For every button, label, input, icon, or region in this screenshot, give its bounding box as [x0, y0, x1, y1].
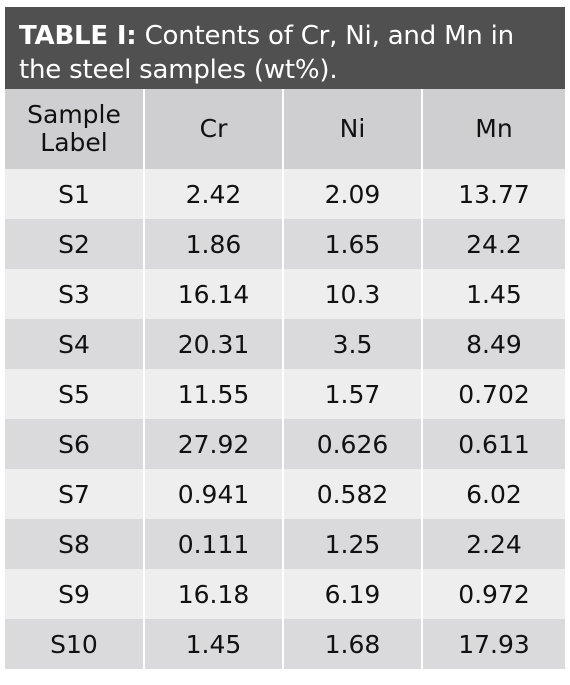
cell-ni: 0.582 — [282, 469, 423, 519]
table-row: S10 1.45 1.68 17.93 — [5, 619, 565, 669]
cell-sample: S4 — [5, 319, 145, 369]
cell-cr: 20.31 — [143, 319, 284, 369]
cell-ni: 3.5 — [282, 319, 423, 369]
table-row: S6 27.92 0.626 0.611 — [5, 419, 565, 469]
table-row: S8 0.111 1.25 2.24 — [5, 519, 565, 569]
table-row: S5 11.55 1.57 0.702 — [5, 369, 565, 419]
header-sample-label: Sample Label — [5, 89, 145, 169]
cell-sample: S10 — [5, 619, 145, 669]
cell-sample: S3 — [5, 269, 145, 319]
cell-mn: 1.45 — [421, 269, 565, 319]
table-title-prefix: TABLE I: — [19, 21, 137, 51]
cell-cr: 0.111 — [143, 519, 284, 569]
cell-mn: 24.2 — [421, 219, 565, 269]
data-table: Sample Label Cr Ni Mn S1 2.42 2.09 13.77 S2 1… — [5, 89, 565, 669]
cell-cr: 0.941 — [143, 469, 284, 519]
cell-sample: S1 — [5, 169, 145, 219]
header-mn: Mn — [421, 89, 565, 169]
cell-mn: 17.93 — [421, 619, 565, 669]
header-ni: Ni — [282, 89, 423, 169]
cell-sample: S2 — [5, 219, 145, 269]
cell-sample: S5 — [5, 369, 145, 419]
cell-sample: S9 — [5, 569, 145, 619]
cell-ni: 1.57 — [282, 369, 423, 419]
cell-sample: S6 — [5, 419, 145, 469]
cell-cr: 16.14 — [143, 269, 284, 319]
table-row: S9 16.18 6.19 0.972 — [5, 569, 565, 619]
cell-mn: 0.611 — [421, 419, 565, 469]
header-cr: Cr — [143, 89, 284, 169]
cell-sample: S7 — [5, 469, 145, 519]
table-row: S1 2.42 2.09 13.77 — [5, 169, 565, 219]
cell-cr: 16.18 — [143, 569, 284, 619]
cell-mn: 0.702 — [421, 369, 565, 419]
cell-mn: 6.02 — [421, 469, 565, 519]
table-header: Sample Label Cr Ni Mn — [5, 89, 565, 169]
table-row: S2 1.86 1.65 24.2 — [5, 219, 565, 269]
cell-ni: 10.3 — [282, 269, 423, 319]
cell-ni: 1.65 — [282, 219, 423, 269]
cell-ni: 2.09 — [282, 169, 423, 219]
cell-sample: S8 — [5, 519, 145, 569]
cell-ni: 1.68 — [282, 619, 423, 669]
cell-cr: 11.55 — [143, 369, 284, 419]
table-row: S3 16.14 10.3 1.45 — [5, 269, 565, 319]
cell-mn: 8.49 — [421, 319, 565, 369]
header-row: Sample Label Cr Ni Mn — [5, 89, 565, 169]
cell-mn: 13.77 — [421, 169, 565, 219]
cell-cr: 1.86 — [143, 219, 284, 269]
cell-mn: 0.972 — [421, 569, 565, 619]
cell-ni: 6.19 — [282, 569, 423, 619]
steel-contents-table: TABLE I: Contents of Cr, Ni, and Mn in t… — [5, 7, 565, 669]
table-body: S1 2.42 2.09 13.77 S2 1.86 1.65 24.2 S3 16.14 10.3… — [5, 169, 565, 669]
cell-cr: 27.92 — [143, 419, 284, 469]
table-row: S7 0.941 0.582 6.02 — [5, 469, 565, 519]
table-row: S4 20.31 3.5 8.49 — [5, 319, 565, 369]
cell-ni: 1.25 — [282, 519, 423, 569]
cell-mn: 2.24 — [421, 519, 565, 569]
table-title: TABLE I: Contents of Cr, Ni, and Mn in t… — [5, 7, 565, 89]
table-title-text: Contents of Cr, Ni, and Mn in the steel … — [19, 21, 514, 85]
cell-cr: 2.42 — [143, 169, 284, 219]
cell-ni: 0.626 — [282, 419, 423, 469]
cell-cr: 1.45 — [143, 619, 284, 669]
